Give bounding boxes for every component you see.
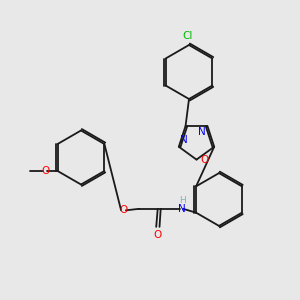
Text: O: O [153,230,161,240]
Text: O: O [200,154,208,165]
Text: N: N [178,204,186,214]
Text: N: N [180,135,188,145]
Text: O: O [41,166,49,176]
Text: N: N [198,128,206,137]
Text: Cl: Cl [182,32,193,41]
Text: O: O [119,205,128,215]
Text: H: H [178,196,185,205]
